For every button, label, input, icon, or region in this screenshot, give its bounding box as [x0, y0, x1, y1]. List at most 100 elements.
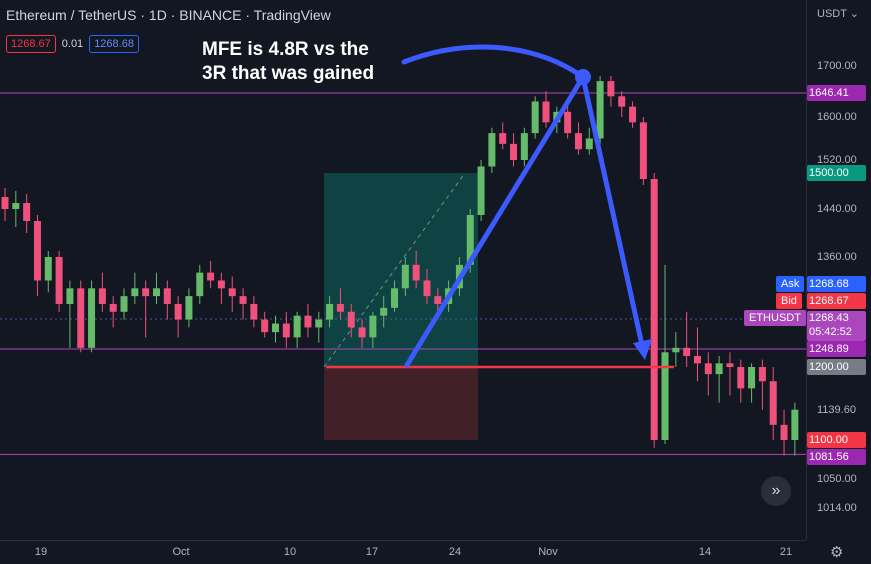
candle	[510, 133, 518, 167]
candle	[629, 101, 637, 128]
price-tick: 1440.00	[817, 203, 857, 215]
candle-body	[650, 179, 658, 440]
price-label: 1268.67	[807, 293, 866, 309]
candle-body	[369, 315, 377, 338]
candle-body	[391, 288, 399, 308]
candle	[88, 280, 96, 353]
price-tick: 1600.00	[817, 111, 857, 123]
candle-body	[185, 296, 193, 320]
candle-body	[261, 319, 269, 333]
ask-price[interactable]: 1268.68	[89, 35, 139, 53]
candle	[683, 311, 691, 367]
candle	[380, 296, 388, 328]
candle	[293, 311, 301, 348]
candle	[564, 101, 572, 139]
candle	[12, 191, 20, 227]
annotation-text: MFE is 4.8R vs the 3R that was gained	[202, 38, 374, 86]
price-axis[interactable]: USDT ⌄ 1700.00 1600.00 1520.00 1440.00 1360.…	[806, 0, 871, 540]
horizontal-lines	[0, 92, 806, 455]
candle	[152, 272, 160, 304]
candle-body	[293, 315, 301, 338]
candle	[715, 355, 723, 403]
candle	[477, 160, 485, 221]
candle-body	[163, 288, 171, 304]
candle	[109, 296, 117, 328]
candle-body	[174, 303, 182, 320]
candle	[639, 117, 647, 185]
candle-body	[488, 133, 496, 167]
candle-body	[672, 347, 680, 353]
candle	[574, 122, 582, 155]
candle	[142, 280, 150, 338]
gear-icon[interactable]: ⚙	[830, 544, 844, 561]
candle-body	[336, 303, 344, 312]
candle-body	[152, 288, 160, 297]
annotation-arrow	[326, 44, 674, 369]
long-position-tool[interactable]	[323, 172, 478, 440]
candle	[120, 288, 128, 320]
spread-value: 0.01	[61, 38, 84, 50]
candle	[55, 251, 63, 312]
candle	[391, 280, 399, 312]
candle	[23, 194, 31, 233]
candle-body	[207, 272, 215, 281]
candle-body	[66, 288, 74, 304]
position-profit-zone[interactable]	[324, 173, 478, 367]
candle-body	[520, 133, 528, 160]
candle-body	[98, 288, 106, 304]
candle	[131, 272, 139, 304]
bid-price[interactable]: 1268.67	[6, 35, 56, 53]
candle-body	[639, 122, 647, 179]
currency-selector[interactable]: USDT ⌄	[817, 8, 860, 20]
price-label: 1268.68	[807, 276, 866, 292]
price-chart[interactable]	[0, 0, 806, 540]
candle-body	[282, 323, 290, 338]
price-label: 1100.00	[807, 432, 866, 448]
candle	[520, 127, 528, 167]
candle-body	[531, 101, 539, 134]
quote-bar: 1268.67 0.01 1268.68	[6, 34, 139, 54]
candle	[304, 303, 312, 338]
candle-body	[142, 288, 150, 297]
candle-body	[1, 197, 9, 209]
candle	[607, 76, 615, 107]
price-tick: 1700.00	[817, 60, 857, 72]
candle-body	[607, 81, 615, 97]
candle-body	[715, 363, 723, 375]
candle	[758, 359, 766, 410]
candle	[672, 332, 680, 367]
candle	[272, 315, 279, 343]
candle-body	[131, 288, 139, 297]
candle	[401, 257, 409, 297]
candle-body	[769, 381, 777, 425]
price-label: 1646.41	[807, 85, 866, 101]
candle-body	[758, 367, 766, 382]
candle	[261, 311, 269, 338]
side-tag-bid: Bid	[776, 293, 802, 309]
time-tick: Nov	[538, 546, 558, 558]
candle	[791, 402, 799, 456]
candle-body	[574, 133, 582, 150]
candle	[207, 260, 215, 289]
candle	[66, 280, 74, 348]
candle	[704, 352, 712, 396]
side-tag-ethusdt: ETHUSDT	[744, 310, 806, 326]
time-tick: 14	[698, 546, 712, 558]
time-tick: Oct	[172, 546, 190, 558]
price-tick: 1360.00	[817, 251, 857, 263]
candle	[726, 352, 734, 396]
candle	[33, 215, 41, 297]
candle-body	[358, 327, 366, 338]
candle	[196, 264, 204, 304]
callout-curve	[401, 44, 586, 80]
candle	[423, 268, 431, 304]
time-axis[interactable]: 19 Oct 10 17 24 Nov 14 21	[0, 540, 806, 564]
drop-line	[580, 74, 645, 348]
position-loss-zone[interactable]	[324, 367, 478, 440]
candle	[412, 251, 420, 289]
scroll-to-realtime-button[interactable]: »	[761, 476, 791, 506]
candlestick-series	[1, 76, 799, 456]
candle	[488, 127, 496, 173]
candle	[326, 296, 334, 328]
candle	[499, 122, 507, 150]
